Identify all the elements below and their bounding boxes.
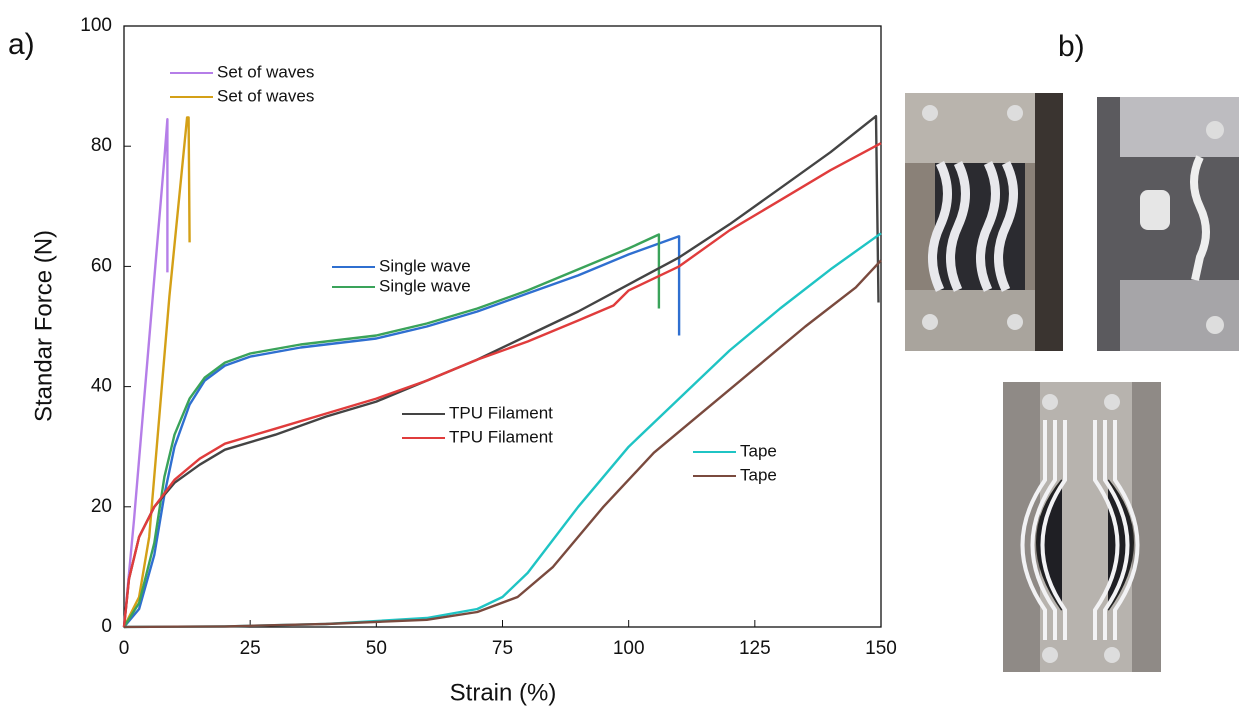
legend-label: TPU Filament [449,427,553,446]
series-line [122,115,880,628]
series-line [123,235,681,628]
legend-label: Tape [740,441,777,460]
series-line [122,118,169,628]
panel-label: a) [8,28,35,61]
legend-label: Single wave [379,256,471,275]
series-line [122,233,661,628]
x-tick-label: 25 [240,638,261,659]
x-tick-label: 125 [739,638,771,659]
y-tick-label: 60 [91,255,112,276]
y-tick-label: 80 [91,135,112,156]
series-line [122,116,191,628]
legend-label: Tape [740,465,777,484]
photo [1003,382,1161,672]
series-line [123,259,882,629]
x-tick-label: 50 [366,638,387,659]
photo [905,93,1063,351]
panel-label: b) [1058,30,1085,63]
y-tick-label: 40 [91,376,112,397]
photo [1097,97,1239,351]
x-tick-label: 150 [865,638,897,659]
x-axis-label: Strain (%) [450,679,557,706]
legend-label: TPU Filament [449,403,553,422]
y-axis-label: Standar Force (N) [30,230,57,422]
x-tick-label: 75 [492,638,513,659]
y-tick-label: 20 [91,496,112,517]
legend-label: Set of waves [217,62,314,81]
x-tick-label: 0 [119,638,130,659]
y-tick-label: 0 [101,616,112,637]
y-tick-label: 100 [80,15,112,36]
plot-frame [123,25,882,628]
legend-label: Single wave [379,276,471,295]
series-line [122,142,882,628]
legend-label: Set of waves [217,86,314,105]
x-tick-label: 100 [613,638,645,659]
